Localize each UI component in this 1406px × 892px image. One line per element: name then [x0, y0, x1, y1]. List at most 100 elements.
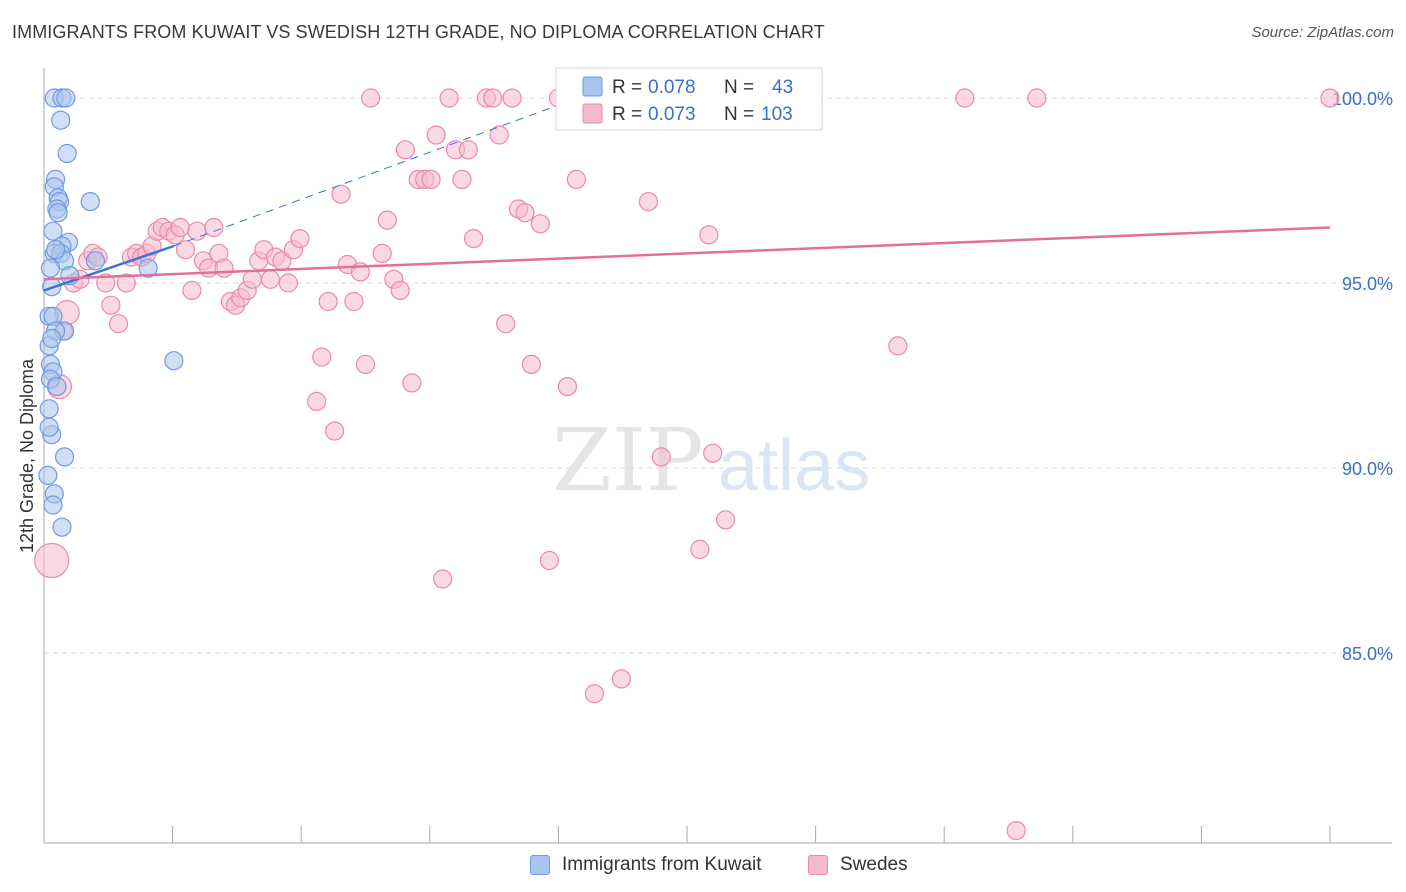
swedes-point-68	[458, 140, 478, 160]
legend-label-swedes: Swedes	[840, 854, 908, 875]
swedes-point-43	[290, 229, 310, 249]
swedes-point-81	[557, 377, 578, 397]
legend-item-swedes: Swedes	[808, 852, 908, 878]
swedes-point-72	[489, 125, 509, 145]
stats-legend-r-value-kuwait: 0.078	[648, 77, 696, 98]
swedes-point-24	[182, 280, 202, 300]
legend-item-kuwait: Immigrants from Kuwait	[530, 852, 762, 878]
kuwait-point-27	[164, 351, 184, 371]
swedes-point-82	[566, 169, 587, 189]
kuwait-point-11	[43, 221, 63, 241]
swedes-point-47	[325, 421, 345, 441]
kuwait-point-34	[54, 447, 75, 467]
swedes-point-106	[1006, 820, 1026, 841]
legend-swatch-kuwait	[530, 855, 550, 875]
swedes-point-58	[395, 140, 415, 160]
swedes-point-67	[452, 169, 472, 189]
swedes-point-76	[515, 203, 535, 223]
swedes-point-23	[175, 240, 196, 260]
watermark-zip: ZIP	[552, 411, 704, 511]
trend-line-kuwait-dashed	[173, 97, 578, 247]
stats-legend-swatch-swedes	[582, 103, 603, 124]
swedes-point-101	[955, 88, 975, 108]
watermark: ZIP atlas	[552, 411, 870, 511]
y-tick-label-100: 100.0%	[1332, 89, 1393, 109]
swedes-point-54	[372, 243, 392, 263]
kuwait-point-37	[43, 495, 63, 515]
kuwait-point-41	[48, 203, 68, 223]
chart-title: IMMIGRANTS FROM KUWAIT VS SWEDISH 12TH G…	[12, 22, 825, 42]
stats-legend-n-value-swedes: 103	[761, 104, 793, 125]
swedes-point-10	[101, 295, 121, 315]
swedes-point-77	[521, 354, 541, 374]
kuwait-point-40	[42, 328, 62, 349]
swedes-point-48	[331, 184, 351, 204]
swedes-point-69	[463, 229, 484, 249]
swedes-point-50	[344, 291, 364, 312]
kuwait-point-18	[138, 258, 158, 278]
source-credit: Source: ZipAtlas.com	[1251, 24, 1394, 41]
swedes-point-65	[439, 88, 459, 108]
stats-legend-n-label-kuwait: N =	[724, 77, 754, 98]
y-tick-label-90: 90.0%	[1342, 459, 1393, 479]
kuwait-point-19	[40, 258, 61, 278]
swedes-point-79	[539, 550, 559, 571]
swedes-point-57	[390, 280, 410, 300]
axes	[43, 68, 1392, 844]
legend-swatch-swedes	[808, 855, 828, 875]
trend-line-kuwait	[43, 244, 175, 292]
swedes-point-96	[715, 510, 736, 530]
kuwait-point-3	[51, 110, 71, 130]
swedes-point-52	[355, 354, 376, 374]
watermark-atlas: atlas	[718, 426, 870, 506]
swedes-point-71	[483, 88, 503, 108]
swedes-point-63	[426, 125, 446, 145]
swedes-point-53	[361, 88, 381, 108]
stats-legend-r-label-swedes: R =	[612, 104, 642, 125]
swedes-point-74	[502, 88, 522, 108]
kuwait-point-42	[45, 240, 66, 260]
swedes-point-35	[242, 269, 262, 289]
swedes-point-30	[214, 258, 234, 278]
trend-line-swedes	[43, 226, 1331, 281]
swedes-point-93	[690, 539, 710, 560]
swedes-point-55	[377, 210, 397, 230]
swedes-point-25	[187, 221, 207, 241]
stats-legend-n-label-swedes: N =	[724, 104, 754, 125]
stats-legend-r-label-kuwait: R =	[612, 77, 642, 98]
bottom-legend: Immigrants from Kuwait Swedes	[0, 852, 1406, 878]
stats-legend-r-value-swedes: 0.073	[648, 104, 696, 125]
stats-legend-swatch-kuwait	[582, 76, 603, 97]
kuwait-point-35	[38, 465, 58, 485]
swedes-point-12	[116, 273, 136, 293]
swedes-point-11	[108, 314, 129, 334]
swedes-point-73	[496, 314, 516, 334]
scatter-chart: ZIP atlas 85.0%90.0%95.0%100.0% 0.0%100.…	[17, 67, 1393, 844]
kuwait-point-10	[80, 192, 100, 212]
swedes-point-45	[307, 391, 327, 411]
y-tick-label-95: 95.0%	[1342, 274, 1393, 294]
swedes-point-78	[530, 214, 550, 234]
swedes-point-38	[260, 269, 280, 289]
swedes-point-64	[433, 569, 453, 589]
swedes-point-100	[888, 336, 908, 356]
swedes-point-28	[204, 217, 224, 238]
y-tick-labels: 85.0% 90.0% 95.0% 100.0%	[1332, 89, 1393, 664]
kuwait-point-39	[39, 417, 59, 437]
kuwait-point-4	[57, 143, 77, 164]
swedes-point-46	[318, 291, 338, 312]
kuwait-point-38	[52, 517, 72, 537]
swedes-point-94	[699, 225, 719, 245]
series-kuwait-points	[38, 88, 184, 537]
kuwait-point-2	[56, 88, 76, 108]
swedes-point-84	[584, 684, 605, 704]
swedes-point-103	[1320, 88, 1340, 108]
trend-lines	[43, 97, 1331, 292]
legend-label-kuwait: Immigrants from Kuwait	[562, 854, 762, 875]
swedes-point-87	[611, 669, 632, 689]
kuwait-point-32	[39, 399, 59, 419]
swedes-point-41	[278, 273, 298, 293]
swedes-point-62	[421, 169, 441, 189]
swedes-point-90	[638, 192, 659, 212]
swedes-point-0	[34, 542, 70, 579]
